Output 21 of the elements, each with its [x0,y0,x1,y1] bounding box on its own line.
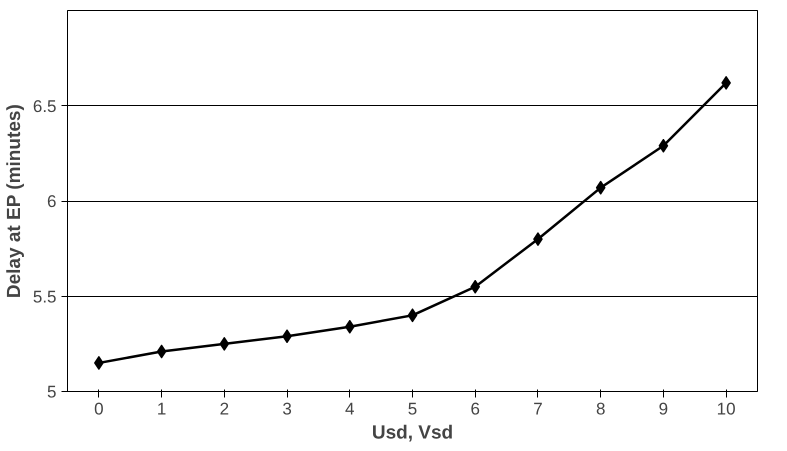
point [344,320,355,334]
y-axis-title: Delay at EP (minutes) [4,104,25,298]
x-tick-label: 8 [596,400,606,418]
x-axis-title: Usd, Vsd [372,422,454,444]
x-tick-label: 6 [470,400,480,418]
point [596,180,606,195]
y-tick-label: 5 [47,382,57,402]
point [470,280,480,294]
x-tick-label: 4 [345,400,355,418]
x-tick-label: 10 [716,400,736,418]
x-tick-label: 9 [658,400,668,418]
y-tick-label: 5.5 [32,287,57,306]
x-tick-label: 5 [408,400,418,418]
point [219,336,230,351]
x-tick-label: 7 [533,400,543,418]
y-tick-label: 6 [47,192,57,211]
y-tick-label: 6.5 [32,96,57,116]
x-tick-label: 2 [220,400,230,418]
x-tick-label: 0 [94,400,104,418]
x-tick-label: 1 [156,400,166,418]
x-tick-label: 3 [282,400,292,418]
